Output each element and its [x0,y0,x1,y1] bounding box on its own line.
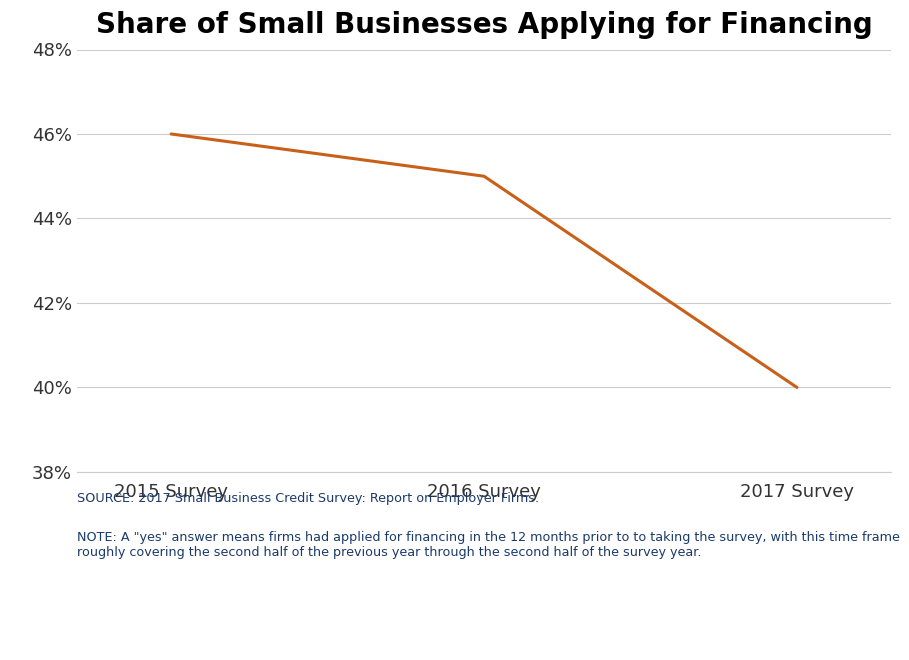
Text: EDERAL: EDERAL [29,628,88,640]
Text: SOURCE: 2017 Small Business Credit Survey: Report on Employer Firms.: SOURCE: 2017 Small Business Credit Surve… [77,492,539,505]
Text: L: L [235,626,245,643]
Text: B: B [143,626,155,643]
Text: F: F [20,626,31,643]
Text: OUIS: OUIS [244,628,275,640]
Text: ESERVE: ESERVE [91,628,149,640]
Text: ANK: ANK [152,628,184,640]
Text: S: S [205,626,216,643]
Title: Share of Small Businesses Applying for Financing: Share of Small Businesses Applying for F… [95,11,873,39]
Text: T.: T. [215,628,228,640]
Text: NOTE: A "yes" answer means firms had applied for financing in the 12 months prio: NOTE: A "yes" answer means firms had app… [77,531,900,559]
Text: of: of [178,626,194,643]
Text: R: R [82,626,94,643]
